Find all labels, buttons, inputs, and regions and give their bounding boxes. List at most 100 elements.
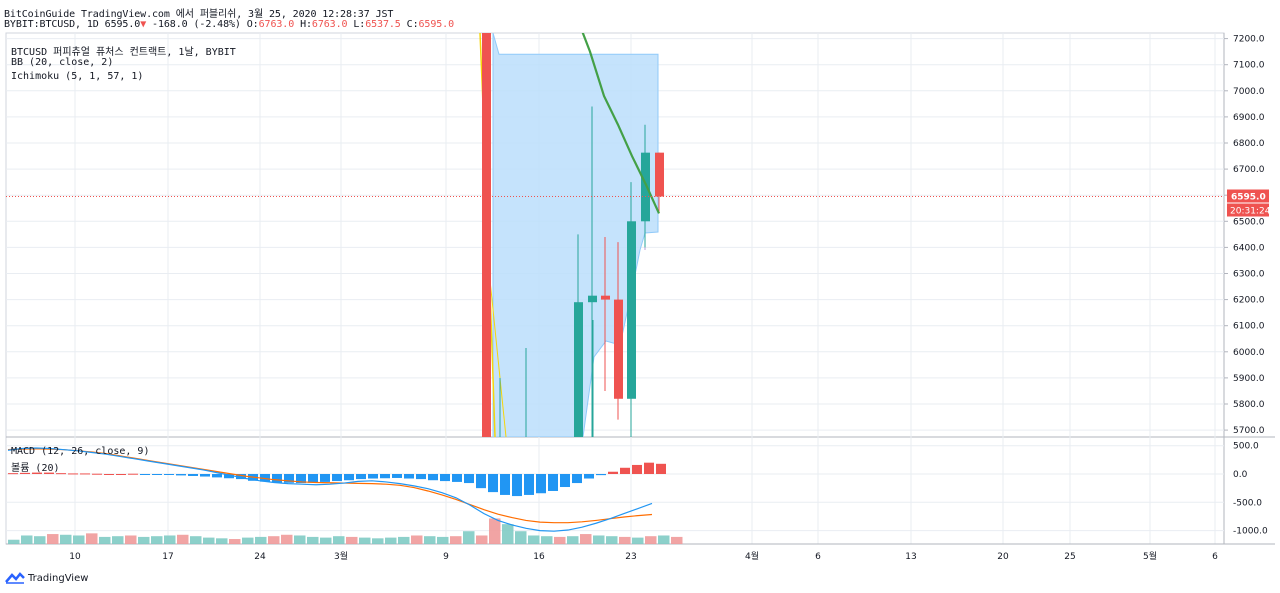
- x-tick-label: 6: [815, 552, 821, 562]
- volume-bar: [580, 534, 592, 544]
- green-ma-line: [581, 33, 661, 214]
- open-value: 6763.0: [258, 19, 295, 30]
- candle-body: [641, 152, 650, 222]
- volume-bar: [346, 536, 358, 544]
- macd-histogram-bar: [512, 474, 522, 497]
- macd-histogram-bar: [308, 474, 318, 483]
- macd-histogram-bar: [440, 474, 450, 482]
- legend-macd[interactable]: MACD (12, 26, close, 9): [11, 446, 150, 457]
- volume-bar: [502, 524, 514, 544]
- macd-histogram-bar: [56, 473, 66, 475]
- y-tick-label: 7200.0: [1233, 35, 1265, 45]
- macd-histogram-bar: [392, 474, 402, 478]
- volume-bar: [619, 536, 631, 544]
- macd-histogram-bar: [428, 474, 438, 481]
- volume-bar: [645, 536, 657, 544]
- symbol-label: BYBIT:BTCUSD, 1D: [4, 19, 99, 30]
- x-tick-label: 24: [254, 552, 266, 562]
- volume-bar: [437, 536, 449, 544]
- macd-histogram-bar: [536, 474, 546, 494]
- volume-bar: [567, 536, 579, 544]
- y-tick-label: 6900.0: [1233, 113, 1265, 123]
- volume-bar: [125, 535, 137, 544]
- volume-bar: [528, 535, 540, 544]
- y-tick-label: 7000.0: [1233, 87, 1265, 97]
- macd-histogram-bar: [596, 474, 606, 476]
- volume-bar: [112, 536, 124, 544]
- macd-histogram-bar: [92, 473, 102, 475]
- volume-bar: [177, 534, 189, 544]
- volume-bar: [320, 537, 332, 544]
- volume-bar: [398, 536, 410, 544]
- volume-bar: [203, 537, 215, 544]
- y-tick-label: 6500.0: [1233, 217, 1265, 227]
- high-label: H:: [300, 19, 312, 30]
- macd-histogram-bar: [116, 474, 126, 475]
- candle-body: [655, 152, 664, 197]
- legend-ichimoku[interactable]: Ichimoku (5, 1, 57, 1): [11, 71, 144, 82]
- volume-bar: [515, 531, 527, 544]
- volume-bar: [541, 536, 553, 544]
- legend-symbol[interactable]: BTCUSD 퍼피츄얼 퓨처스 컨트랙트, 1날, BYBIT: [11, 47, 236, 58]
- volume-bar: [476, 535, 488, 544]
- volume-bar: [47, 534, 59, 544]
- macd-histogram-bar: [236, 474, 246, 480]
- macd-histogram-bar: [176, 474, 186, 476]
- macd-histogram-bar: [8, 473, 18, 475]
- y-tick-label: 5800.0: [1233, 400, 1265, 410]
- macd-histogram-bar: [572, 474, 582, 484]
- macd-tick-label: 0.0: [1233, 470, 1248, 480]
- publish-info: BitCoinGuide TradingView.com 에서 퍼블리쉬, 3월…: [4, 9, 394, 20]
- close-value: 6595.0: [418, 19, 455, 30]
- volume-bar: [658, 535, 670, 544]
- low-value: 6537.5: [365, 19, 401, 30]
- macd-histogram-bar: [416, 474, 426, 480]
- macd-histogram-bar: [296, 474, 306, 484]
- macd-histogram-bar: [548, 474, 558, 491]
- macd-histogram-bar: [68, 473, 78, 475]
- legend-bb[interactable]: BB (20, close, 2): [11, 57, 114, 68]
- macd-histogram-bar: [656, 463, 666, 474]
- macd-histogram-bar: [488, 474, 498, 493]
- macd-histogram-bar: [200, 474, 210, 477]
- macd-histogram-bar: [620, 467, 630, 474]
- x-tick-label: 5월: [1143, 550, 1157, 562]
- macd-tick-label: -1000.0: [1233, 527, 1268, 537]
- macd-tick-label: -500.0: [1233, 498, 1262, 508]
- macd-histogram-bar: [260, 474, 270, 482]
- countdown-badge-text: 20:31:24: [1230, 207, 1271, 217]
- macd-histogram-bar: [320, 474, 330, 482]
- macd-histogram-bar: [164, 474, 174, 475]
- low-label: L:: [353, 19, 366, 30]
- volume-bar: [151, 536, 163, 544]
- legend-volume[interactable]: 볼륨 (20): [11, 463, 60, 474]
- y-tick-label: 5700.0: [1233, 426, 1265, 436]
- volume-bar: [216, 538, 228, 544]
- high-value: 6763.0: [311, 19, 348, 30]
- volume-bar: [593, 535, 605, 544]
- macd-histogram-bar: [356, 474, 366, 480]
- price-change: -168.0 (-2.48%): [152, 19, 241, 30]
- x-tick-label: 17: [162, 552, 173, 562]
- macd-histogram-bar: [464, 474, 474, 484]
- candle-body: [627, 221, 636, 399]
- x-tick-label: 3월: [334, 550, 348, 562]
- price-layer: [479, 33, 664, 437]
- volume-bar: [21, 535, 33, 544]
- x-tick-label: 20: [997, 552, 1009, 562]
- y-tick-label: 6200.0: [1233, 296, 1265, 306]
- volume-bar: [190, 536, 202, 544]
- volume-bar: [463, 531, 475, 544]
- macd-histogram-bar: [380, 474, 390, 479]
- volume-bar: [450, 536, 462, 544]
- tradingview-logo[interactable]: TradingView: [5, 572, 88, 584]
- volume-bar: [281, 534, 293, 544]
- macd-histogram-bar: [104, 474, 114, 475]
- macd-histogram-bar: [20, 472, 30, 474]
- tradingview-label: TradingView: [28, 572, 89, 584]
- y-tick-label: 6100.0: [1233, 322, 1265, 332]
- y-tick-label: 5900.0: [1233, 374, 1265, 384]
- close-label: C:: [406, 19, 419, 30]
- macd-histogram-bar: [476, 474, 486, 489]
